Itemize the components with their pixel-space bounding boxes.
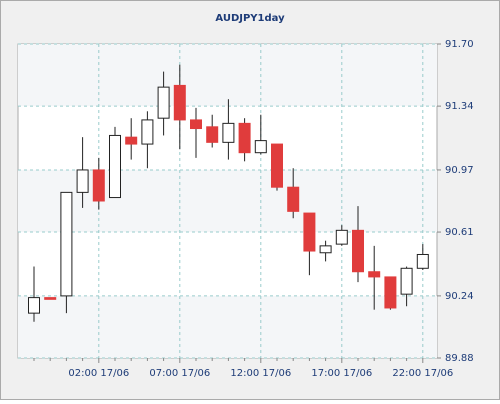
chart-title: AUDJPY1day [215,13,285,24]
band [18,44,437,107]
x-tick-label: 07:00 17/06 [149,368,210,379]
candle-body [190,119,202,130]
x-tick-label: 22:00 17/06 [392,368,453,379]
y-tick-label: 91.34 [445,101,474,112]
candle-body [400,267,413,295]
candle-body [157,86,170,119]
x-tick-label: 12:00 17/06 [230,368,291,379]
candle-body [303,212,316,252]
candle-body [335,229,348,245]
candle-body [125,136,138,145]
candle-body [254,140,267,154]
y-tick-label: 90.97 [445,165,474,176]
candle-body [368,271,381,278]
candle-body [271,143,283,188]
y-tick-label: 90.61 [445,227,474,238]
y-tick-label: 89.88 [445,353,474,364]
candle-body [352,229,364,273]
candle-body [60,191,73,297]
candle-body [76,169,89,193]
band [18,295,437,358]
candle-body [416,253,429,269]
x-tick-label: 17:00 17/06 [311,368,372,379]
candle-body [141,119,154,145]
candle-body [173,84,186,121]
candle-body [109,134,121,199]
candle-body [28,297,40,314]
candle-body [206,126,219,143]
y-tick-label: 91.70 [445,39,474,50]
candle-body [92,169,105,202]
x-tick-label: 02:00 17/06 [68,368,129,379]
candle-body [44,297,57,300]
candle-body [384,276,397,309]
candle-body [222,122,235,143]
candle-body [287,186,300,212]
candle-body [319,245,332,254]
y-tick-label: 90.24 [445,291,474,302]
candle-body [238,122,251,154]
